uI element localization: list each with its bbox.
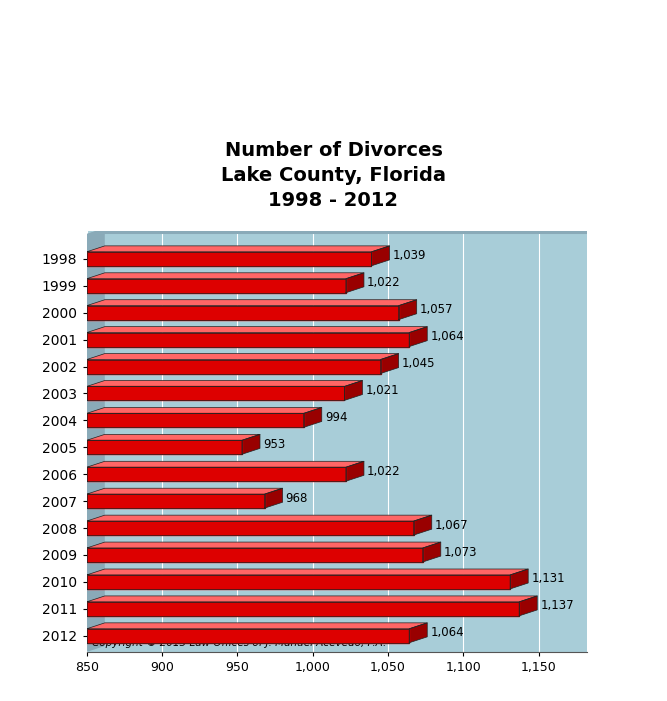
Text: 1,039: 1,039 bbox=[393, 250, 426, 262]
Polygon shape bbox=[399, 300, 417, 320]
Text: 1,022: 1,022 bbox=[367, 276, 401, 290]
Text: Number of Divorces
Lake County, Florida
1998 - 2012: Number of Divorces Lake County, Florida … bbox=[221, 142, 446, 210]
Polygon shape bbox=[346, 461, 364, 481]
Bar bbox=[87, 467, 346, 481]
Polygon shape bbox=[409, 327, 428, 346]
Polygon shape bbox=[372, 246, 390, 266]
Polygon shape bbox=[344, 381, 362, 400]
Text: 1,131: 1,131 bbox=[531, 573, 565, 585]
Text: 1,137: 1,137 bbox=[540, 599, 574, 613]
Text: 1,073: 1,073 bbox=[444, 545, 478, 559]
Bar bbox=[87, 575, 510, 589]
Text: 1,064: 1,064 bbox=[430, 330, 464, 343]
Polygon shape bbox=[87, 488, 283, 494]
Polygon shape bbox=[414, 515, 432, 535]
Polygon shape bbox=[381, 353, 399, 374]
Polygon shape bbox=[87, 435, 260, 440]
Polygon shape bbox=[242, 435, 260, 454]
Polygon shape bbox=[409, 623, 428, 643]
Text: 1,057: 1,057 bbox=[420, 304, 453, 316]
Polygon shape bbox=[87, 228, 105, 652]
Polygon shape bbox=[87, 515, 432, 521]
Polygon shape bbox=[87, 407, 321, 414]
Bar bbox=[87, 414, 303, 428]
Text: 953: 953 bbox=[263, 438, 285, 451]
Bar bbox=[87, 279, 346, 293]
Polygon shape bbox=[87, 596, 537, 602]
Bar bbox=[87, 494, 265, 508]
Bar bbox=[87, 386, 344, 400]
Polygon shape bbox=[87, 569, 528, 575]
Bar bbox=[87, 332, 409, 346]
Polygon shape bbox=[87, 381, 362, 386]
Polygon shape bbox=[87, 246, 390, 252]
Bar bbox=[87, 521, 414, 535]
Polygon shape bbox=[87, 327, 428, 332]
Bar bbox=[87, 629, 409, 643]
Polygon shape bbox=[519, 596, 537, 616]
Polygon shape bbox=[346, 273, 364, 293]
Text: 1,045: 1,045 bbox=[402, 357, 435, 370]
Text: 1,021: 1,021 bbox=[366, 384, 399, 397]
Text: 1,067: 1,067 bbox=[435, 519, 468, 531]
Text: Copyright © 2013 Law Offices of J. Manuel Acevedo, P.A.: Copyright © 2013 Law Offices of J. Manue… bbox=[92, 638, 386, 648]
Polygon shape bbox=[265, 488, 283, 508]
Polygon shape bbox=[303, 407, 321, 428]
Polygon shape bbox=[87, 623, 428, 629]
Bar bbox=[87, 306, 399, 320]
Text: 1,022: 1,022 bbox=[367, 465, 401, 478]
Polygon shape bbox=[87, 353, 399, 360]
Bar bbox=[87, 440, 242, 454]
Text: 1,064: 1,064 bbox=[430, 626, 464, 639]
Polygon shape bbox=[87, 300, 417, 306]
Polygon shape bbox=[87, 542, 441, 548]
Polygon shape bbox=[87, 461, 364, 467]
Polygon shape bbox=[87, 273, 364, 279]
Bar bbox=[87, 548, 423, 562]
Bar bbox=[87, 602, 519, 616]
Polygon shape bbox=[87, 228, 605, 234]
Text: 994: 994 bbox=[325, 411, 348, 424]
Text: 968: 968 bbox=[285, 491, 308, 505]
Bar bbox=[87, 252, 372, 266]
Polygon shape bbox=[423, 542, 441, 562]
Bar bbox=[87, 360, 381, 374]
Polygon shape bbox=[510, 569, 528, 589]
